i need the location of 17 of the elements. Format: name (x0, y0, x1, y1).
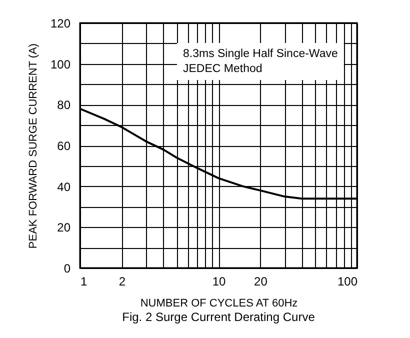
x-tick-label: 1 (80, 274, 88, 288)
y-axis-title: PEAK FORWARD SURGE CURRENT (A) (27, 43, 40, 249)
x-axis-title: NUMBER OF CYCLES AT 60Hz (140, 298, 298, 310)
annotation: 8.3ms Single Half Since-Wave (183, 48, 338, 60)
text: Fig. 2 Surge Current Derating Curve (122, 310, 316, 324)
y-tick-label: 120 (50, 16, 71, 30)
annotation: JEDEC Method (183, 63, 262, 75)
x-tick-label: 100 (337, 274, 358, 288)
x-tick-label: 20 (254, 274, 268, 288)
y-tick-label: 100 (50, 57, 71, 72)
y-tick-label: 60 (57, 139, 71, 153)
y-tick-label: 80 (57, 98, 71, 112)
x-tick-label: 2 (118, 274, 126, 288)
x-tick-label: 10 (212, 274, 226, 288)
y-tick-label: 20 (57, 220, 71, 235)
y-tick-label: 40 (57, 180, 71, 194)
y-tick-label: 0 (64, 262, 71, 276)
